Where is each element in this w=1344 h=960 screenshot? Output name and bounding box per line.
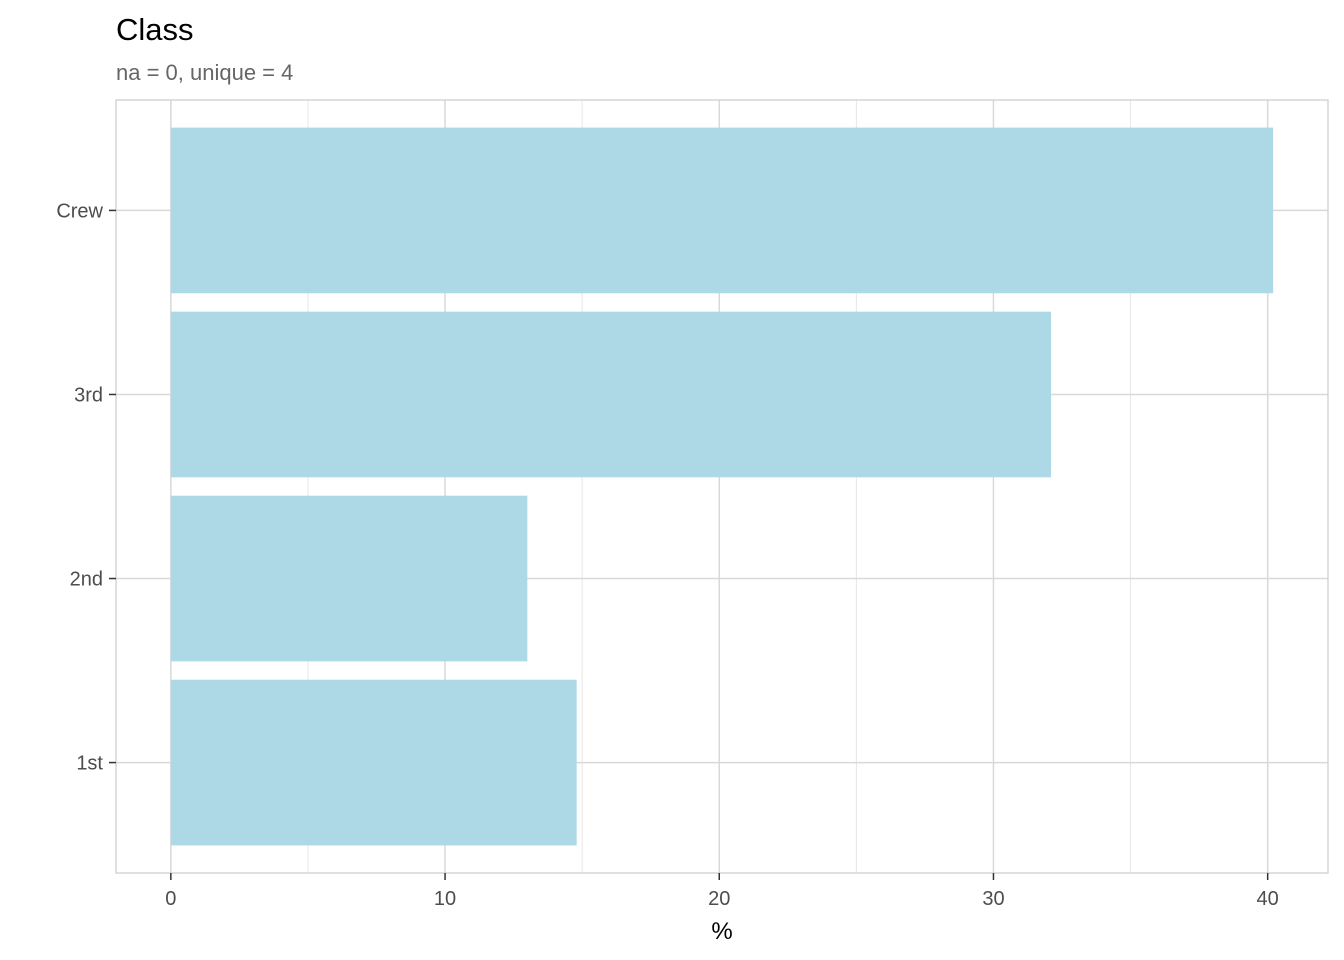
- y-tick-label: 3rd: [74, 384, 103, 406]
- x-tick-label: 20: [708, 888, 730, 910]
- chart-subtitle: na = 0, unique = 4: [116, 60, 293, 85]
- bars: [170, 127, 1274, 846]
- x-tick-label: 0: [165, 888, 176, 910]
- x-tick-label: 10: [434, 888, 456, 910]
- bar-crew: [170, 127, 1274, 294]
- bar-1st: [170, 679, 577, 846]
- bar-2nd: [170, 495, 528, 662]
- panel-border: [115, 99, 1329, 874]
- y-tick-label: 1st: [76, 753, 103, 775]
- x-tick-label: 40: [1257, 888, 1279, 910]
- x-axis: 0 10 20 30 40: [165, 873, 1279, 910]
- bar-3rd: [170, 311, 1052, 478]
- y-axis: 1st 2nd 3rd Crew: [56, 200, 116, 775]
- y-tick-label: 2nd: [70, 569, 103, 591]
- x-axis-title: %: [711, 918, 732, 945]
- x-tick-label: 30: [982, 888, 1004, 910]
- y-tick-label: Crew: [56, 200, 103, 222]
- chart-title: Class: [116, 12, 194, 47]
